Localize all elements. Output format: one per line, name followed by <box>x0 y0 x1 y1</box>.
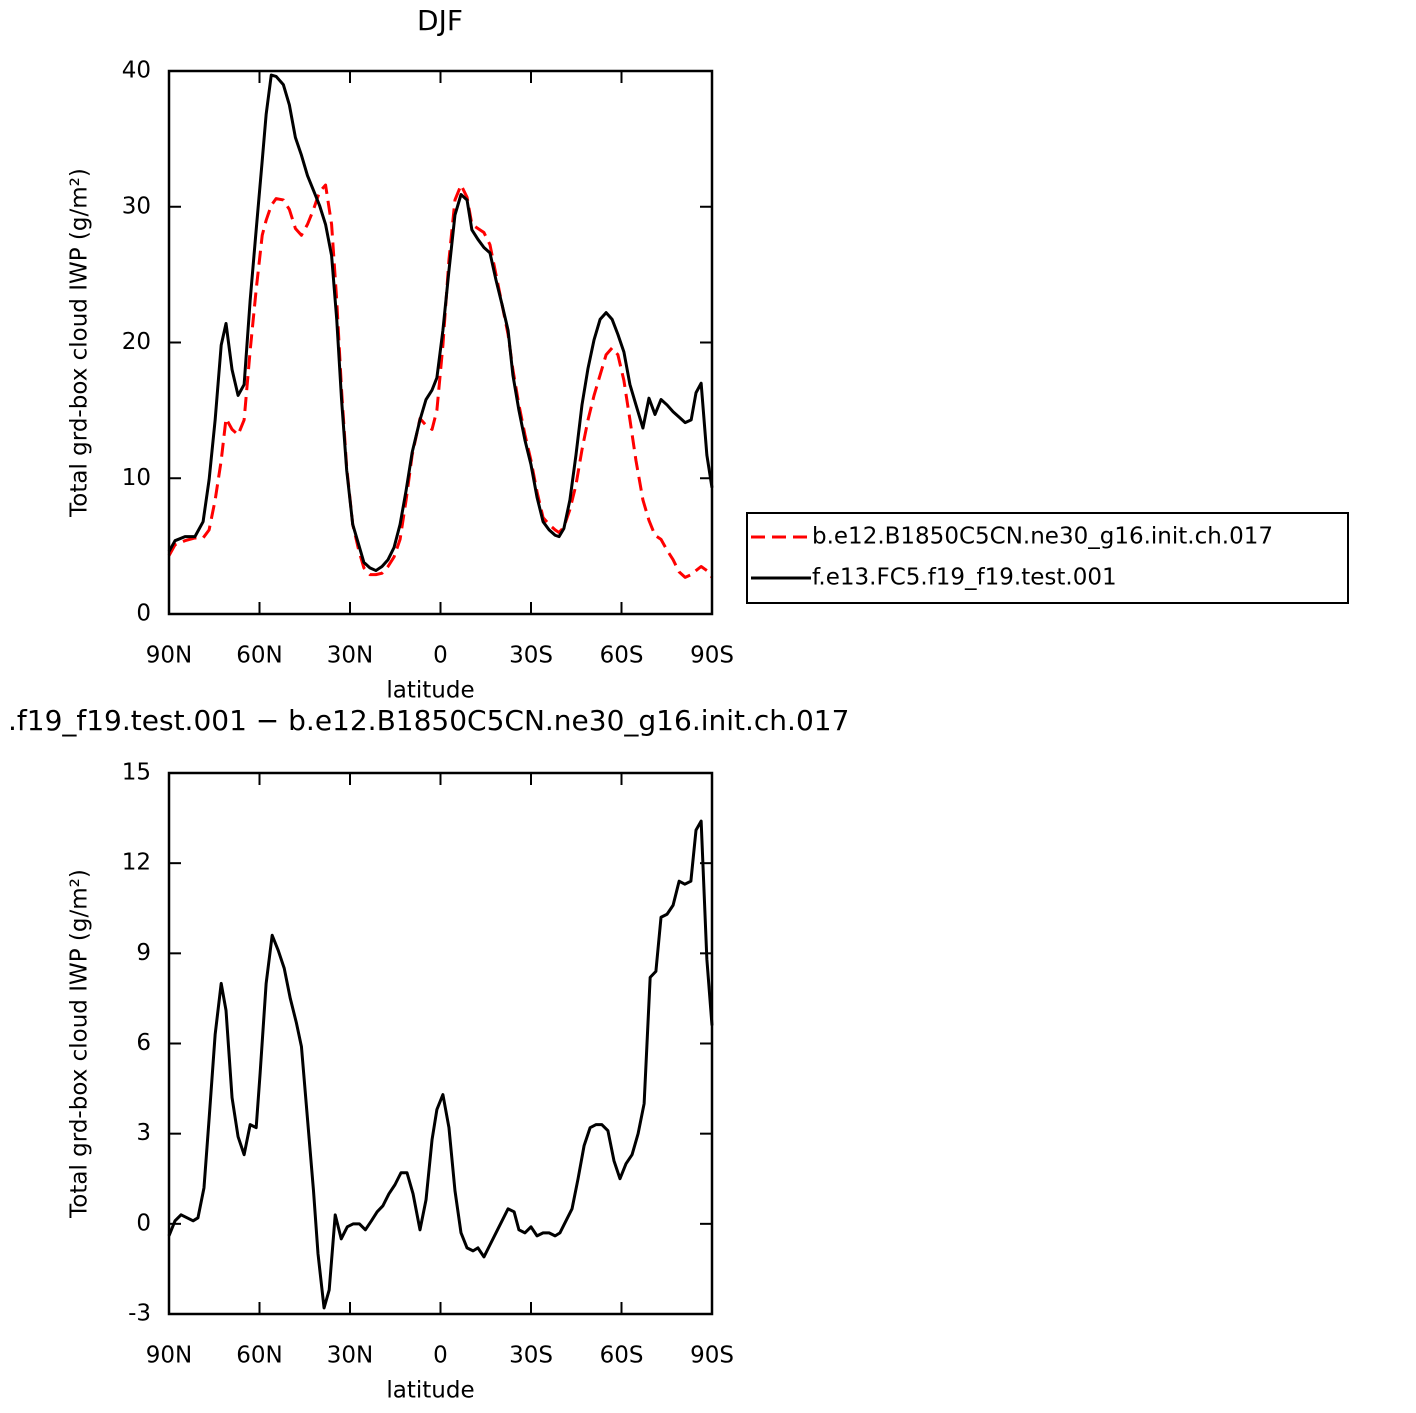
x-tick-label: 60S <box>600 643 644 669</box>
x-tick-label: 0 <box>433 1343 448 1369</box>
plot-frame <box>167 771 714 1316</box>
y-tick-label: 9 <box>136 940 151 966</box>
legend-label: f.e13.FC5.f19_f19.test.001 <box>812 565 1117 591</box>
x-tick-label: 30S <box>509 1343 553 1369</box>
y-tick-label: 3 <box>136 1120 151 1146</box>
x-tick-label: 90N <box>146 1343 192 1369</box>
x-tick-label: 90S <box>690 643 734 669</box>
x-tick-label: 60S <box>600 1343 644 1369</box>
y-tick-label: -3 <box>128 1301 151 1327</box>
y-tick-label: 15 <box>122 760 151 786</box>
x-tick-label: 60N <box>236 643 282 669</box>
legend-box <box>746 512 1349 604</box>
x-tick-label: 0 <box>433 643 448 669</box>
y-tick-label: 30 <box>122 193 151 219</box>
y-tick-label: 0 <box>136 601 151 627</box>
y-tick-label: 10 <box>122 465 151 491</box>
y-tick-label: 6 <box>136 1030 151 1056</box>
x-tick-label: 90S <box>690 1343 734 1369</box>
y-axis-label: Total grd-box cloud IWP (g/m²) <box>67 168 93 518</box>
y-tick-label: 20 <box>122 329 151 355</box>
y-tick-label: 12 <box>122 850 151 876</box>
chart-title: DJF <box>417 4 463 37</box>
data-line <box>167 819 714 1310</box>
x-tick-label: 90N <box>146 643 192 669</box>
x-axis-label: latitude <box>386 1378 474 1404</box>
x-tick-label: 30N <box>327 643 373 669</box>
x-tick-label: 30N <box>327 1343 373 1369</box>
y-tick-label: 40 <box>122 58 151 84</box>
legend-label: b.e12.B1850C5CN.ne30_g16.init.ch.017 <box>812 524 1273 550</box>
y-tick-label: 0 <box>136 1210 151 1236</box>
x-axis-label: latitude <box>386 678 474 704</box>
chart-title: .f19_f19.test.001 − b.e12.B1850C5CN.ne30… <box>8 704 849 737</box>
plot-frame <box>167 69 714 616</box>
y-axis-label: Total grd-box cloud IWP (g/m²) <box>67 869 93 1219</box>
x-tick-label: 30S <box>509 643 553 669</box>
data-line <box>167 73 714 573</box>
x-tick-label: 60N <box>236 1343 282 1369</box>
